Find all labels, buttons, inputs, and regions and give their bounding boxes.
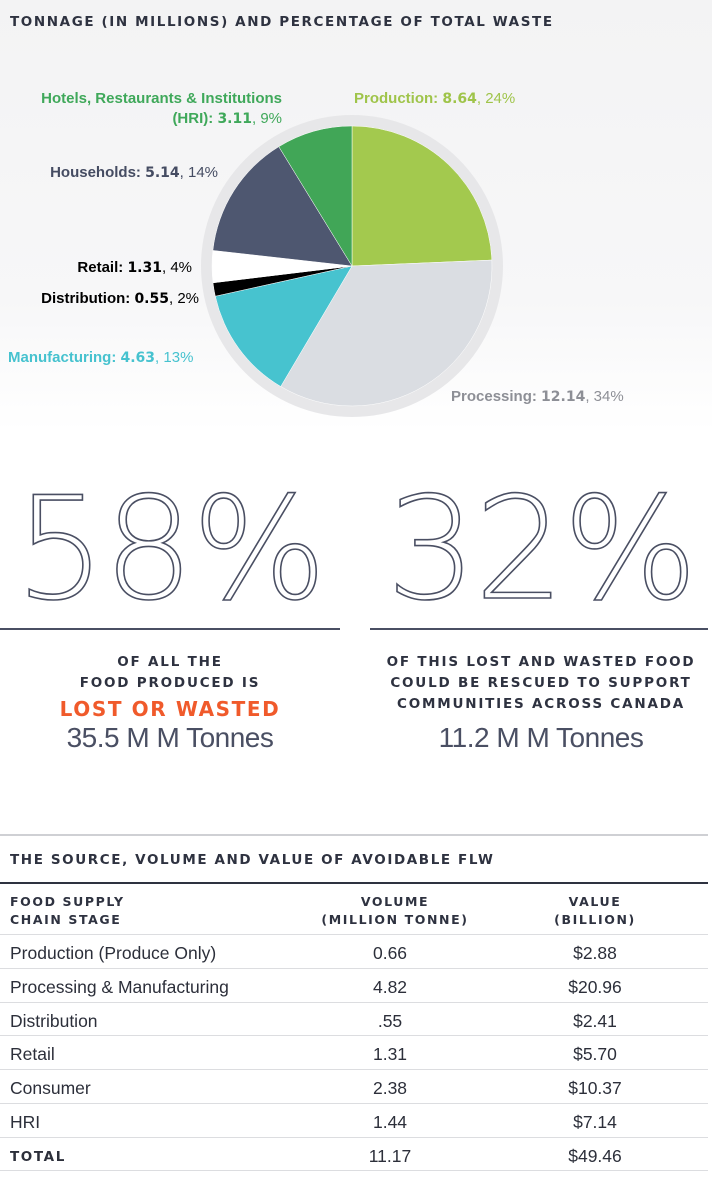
- table-cell-volume: .55: [377, 1011, 403, 1031]
- table-cell-volume: 1.31: [372, 1044, 408, 1064]
- pie-chart: [201, 115, 503, 417]
- label-distribution: Distribution: 0.55, 2%: [41, 289, 199, 309]
- table-header-value-line1: VALUE: [568, 894, 622, 909]
- pie-slice-manufacturing: [215, 265, 353, 387]
- label-hri: Hotels, Restaurants & Institutions (HRI)…: [41, 89, 282, 129]
- divider-left: [0, 628, 340, 630]
- stat-lost-wasted-tonnes: 35.5 M M Tonnes: [66, 722, 274, 753]
- label-retail-name: Retail:: [77, 259, 128, 276]
- table-cell-stage: Consumer: [10, 1078, 91, 1098]
- pct-hri: , 9%: [251, 110, 282, 127]
- table-cell-value: $2.88: [573, 943, 617, 963]
- label-households: Households: 5.14, 14%: [50, 163, 218, 183]
- table-cell-stage: Production (Produce Only): [10, 943, 217, 963]
- label-households-name: Households:: [50, 164, 146, 181]
- pct-households: , 14%: [179, 164, 218, 181]
- table-total-value: $49.46: [568, 1146, 622, 1166]
- stat-rescuable-caption: OF THIS LOST AND WASTED FOOD COULD BE RE…: [370, 652, 712, 715]
- pie-chart-section: TONNAGE (IN MILLIONS) AND PERCENTAGE OF …: [0, 0, 712, 432]
- label-retail: Retail: 1.31, 4%: [77, 258, 192, 278]
- stat-lost-wasted-percent: 58%: [14, 467, 327, 632]
- pie-chart-title: TONNAGE (IN MILLIONS) AND PERCENTAGE OF …: [10, 14, 554, 30]
- value-processing: 12.14: [541, 389, 586, 405]
- caption-left-line2: FOOD PRODUCED IS: [79, 675, 261, 691]
- table-cell-stage: Distribution: [10, 1011, 98, 1031]
- pct-processing: , 34%: [585, 388, 624, 405]
- pct-manufacturing: , 13%: [155, 349, 194, 366]
- table-row: HRI 1.44 $7.14: [0, 1103, 708, 1137]
- table-row: Retail 1.31 $5.70: [0, 1035, 708, 1069]
- table-cell-stage: Retail: [10, 1044, 55, 1064]
- label-processing: Processing: 12.14, 34%: [451, 387, 624, 407]
- stat-rescuable-percent: 32%: [385, 467, 698, 632]
- table-total-volume: 11.17: [368, 1146, 412, 1166]
- value-distribution: 0.55: [134, 291, 169, 307]
- table-header-value-line2: (BILLION): [554, 912, 636, 927]
- table-header-volume: VOLUME (MILLION TONNE): [300, 893, 490, 929]
- value-manufacturing: 4.63: [120, 350, 156, 366]
- label-hri-line2: (HRI):: [172, 110, 218, 127]
- divider-right: [370, 628, 708, 630]
- caption-left-line1: OF ALL THE: [117, 654, 223, 670]
- table-bottom-divider: [0, 1170, 708, 1171]
- table-title: THE SOURCE, VOLUME AND VALUE OF AVOIDABL…: [10, 852, 495, 868]
- pct-distribution: , 2%: [168, 290, 199, 307]
- table-header-value: VALUE (BILLION): [500, 893, 690, 929]
- label-manufacturing: Manufacturing: 4.63, 13%: [8, 348, 193, 368]
- table-title-divider: [0, 882, 708, 884]
- stat-rescuable-tonnes: 11.2 M M Tonnes: [438, 722, 644, 753]
- pie-slice-production: [351, 125, 493, 267]
- table-row: Consumer 2.38 $10.37: [0, 1069, 708, 1103]
- table-header-volume-line1: VOLUME: [360, 894, 430, 909]
- value-hri: 3.11: [217, 111, 252, 127]
- table-cell-volume: 1.44: [372, 1112, 408, 1132]
- pie-slice-households: [212, 146, 353, 267]
- table-cell-volume: 0.66: [372, 943, 408, 963]
- stat-rescuable: 32%: [370, 467, 712, 632]
- stat-lost-wasted: 58%: [0, 467, 340, 632]
- label-processing-name: Processing:: [451, 388, 542, 405]
- caption-right-line1: OF THIS LOST AND WASTED FOOD: [386, 654, 696, 670]
- label-production: Production: 8.64, 24%: [354, 89, 515, 109]
- table-cell-value: $10.37: [568, 1078, 622, 1098]
- value-production: 8.64: [442, 91, 477, 107]
- value-retail: 1.31: [127, 260, 162, 276]
- caption-right-line3: COMMUNITIES ACROSS CANADA: [397, 696, 685, 712]
- stat-lost-wasted-caption: OF ALL THE FOOD PRODUCED IS LOST OR WAST…: [0, 652, 340, 724]
- table-cell-volume: 4.82: [372, 977, 408, 997]
- table-total-label: TOTAL: [10, 1149, 66, 1165]
- table-top-divider: [0, 834, 708, 836]
- pct-retail: , 4%: [161, 259, 192, 276]
- pie-slice-processing: [280, 259, 493, 407]
- table-header-stage-line1: FOOD SUPPLY: [10, 894, 125, 909]
- table-cell-value: $7.14: [573, 1112, 617, 1132]
- table-header-stage: FOOD SUPPLY CHAIN STAGE: [10, 893, 210, 929]
- pct-production: , 24%: [476, 90, 516, 107]
- table-total-row: TOTAL 11.17 $49.46: [0, 1137, 708, 1171]
- caption-right-line2: COULD BE RESCUED TO SUPPORT: [390, 675, 692, 691]
- table-cell-stage: HRI: [10, 1112, 41, 1132]
- table-cell-value: $20.96: [568, 977, 622, 997]
- label-manufacturing-name: Manufacturing:: [8, 349, 121, 366]
- table-header-stage-line2: CHAIN STAGE: [10, 912, 122, 927]
- table-row: Processing & Manufacturing 4.82 $20.96: [0, 968, 708, 1002]
- table-cell-value: $5.70: [573, 1044, 617, 1064]
- table-row: Distribution .55 $2.41: [0, 1002, 708, 1036]
- label-distribution-name: Distribution:: [41, 290, 135, 307]
- table-cell-stage: Processing & Manufacturing: [10, 977, 229, 997]
- label-production-name: Production:: [354, 90, 443, 107]
- table-cell-volume: 2.38: [372, 1078, 408, 1098]
- table-cell-value: $2.41: [573, 1011, 617, 1031]
- pie-slice-hotels: [278, 125, 353, 267]
- value-households: 5.14: [145, 165, 180, 181]
- table-row: Production (Produce Only) 0.66 $2.88: [0, 934, 708, 968]
- label-hri-line1: Hotels, Restaurants & Institutions: [41, 90, 282, 107]
- caption-left-emphasis: LOST OR WASTED: [59, 697, 281, 721]
- table-header-volume-line2: (MILLION TONNE): [321, 912, 469, 927]
